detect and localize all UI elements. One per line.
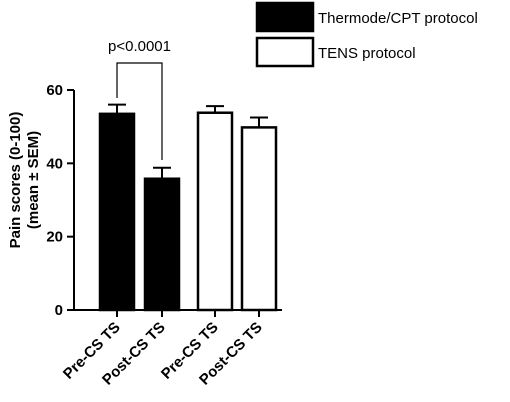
bar	[240, 126, 278, 312]
y-tick-label: 20	[46, 229, 63, 246]
y-axis: 0 20 40 60	[46, 82, 75, 319]
bar	[196, 111, 234, 312]
legend: Thermode/CPT protocol TENS protocol	[255, 1, 478, 68]
bars	[98, 103, 278, 312]
bar	[98, 112, 136, 312]
legend-swatch	[255, 1, 315, 33]
y-tick-label: 60	[46, 82, 63, 99]
significance-label: p<0.0001	[108, 38, 171, 55]
significance-bracket	[116, 62, 163, 160]
y-axis-label-sub: (mean ± SEM)	[25, 131, 42, 229]
y-tick-label: 0	[55, 302, 63, 319]
legend-label: Thermode/CPT protocol	[318, 10, 478, 27]
legend-swatch	[255, 36, 315, 68]
significance-annotation: p<0.0001	[108, 38, 171, 160]
y-tick-label: 40	[46, 155, 63, 172]
bar	[143, 177, 181, 312]
legend-label: TENS protocol	[318, 45, 416, 62]
y-axis-label: Pain scores (0-100)	[7, 112, 24, 249]
